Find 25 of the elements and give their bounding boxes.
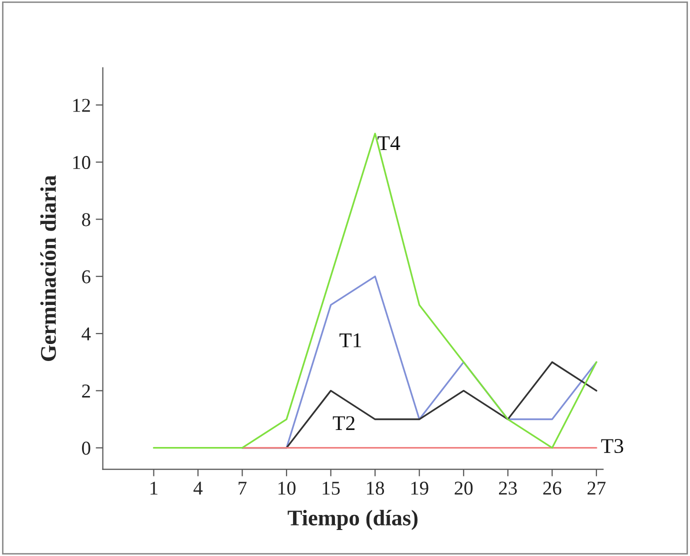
y-tick-label: 8 <box>82 213 90 226</box>
series-label: T4 <box>378 136 400 150</box>
x-axis-title: Tiempo (días) <box>288 510 418 530</box>
x-tick-label: 23 <box>499 482 517 495</box>
x-tick-label: 15 <box>322 482 340 495</box>
x-tick-label: 20 <box>454 482 473 495</box>
y-tick-label: 0 <box>82 442 90 455</box>
x-tick-label: 7 <box>238 482 247 495</box>
y-axis-title: Germinación diaria <box>40 175 56 361</box>
x-tick-label: 19 <box>411 482 428 495</box>
y-tick-label: 2 <box>82 384 90 398</box>
x-tick-label: 4 <box>194 482 203 495</box>
x-tick-label: 1 <box>150 482 158 495</box>
series-label: T1 <box>340 333 362 348</box>
y-tick-label: 4 <box>82 327 91 340</box>
x-tick-label: 10 <box>278 482 296 495</box>
series-label: T2 <box>332 416 355 430</box>
x-tick-label: 18 <box>367 482 384 495</box>
y-tick-label: 12 <box>73 98 90 112</box>
y-tick-label: 10 <box>73 156 90 170</box>
y-tick-label: 6 <box>82 270 90 284</box>
x-tick-label: 27 <box>588 482 606 495</box>
line-series <box>152 132 598 449</box>
x-tick-label: 26 <box>543 482 562 495</box>
series-label: T3 <box>601 439 624 454</box>
